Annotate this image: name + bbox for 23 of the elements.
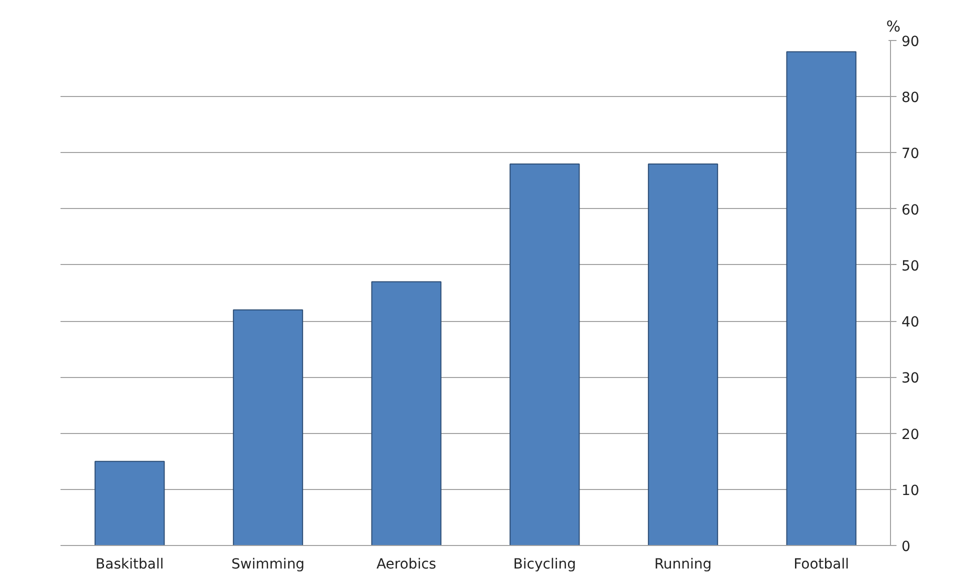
y-tick-label: 20	[902, 426, 920, 443]
y-tick-label: 40	[902, 314, 920, 331]
x-tick-label: Bicycling	[513, 556, 576, 572]
bar	[510, 163, 580, 546]
y-tick-label: 50	[902, 258, 920, 274]
x-tick-label: Running	[654, 556, 712, 572]
x-tick-label: Baskitball	[96, 556, 164, 572]
y-tick-label: 60	[902, 202, 920, 218]
bar	[648, 163, 718, 546]
y-tick-label: 30	[902, 370, 920, 387]
x-tick-label: Aerobics	[376, 556, 436, 572]
y-tick-label: 80	[902, 90, 920, 106]
y-axis-title: %	[886, 18, 901, 36]
y-tick-label: 0	[902, 539, 910, 555]
x-tick-label: Swimming	[231, 556, 305, 572]
bar	[94, 460, 165, 546]
x-tick-label: Football	[794, 556, 850, 572]
y-tick-label: 70	[902, 146, 920, 162]
bar	[232, 309, 304, 546]
y-tick-label: 10	[902, 482, 920, 499]
y-tick-label: 90	[902, 34, 920, 50]
bar	[786, 51, 856, 546]
bar	[371, 281, 442, 546]
